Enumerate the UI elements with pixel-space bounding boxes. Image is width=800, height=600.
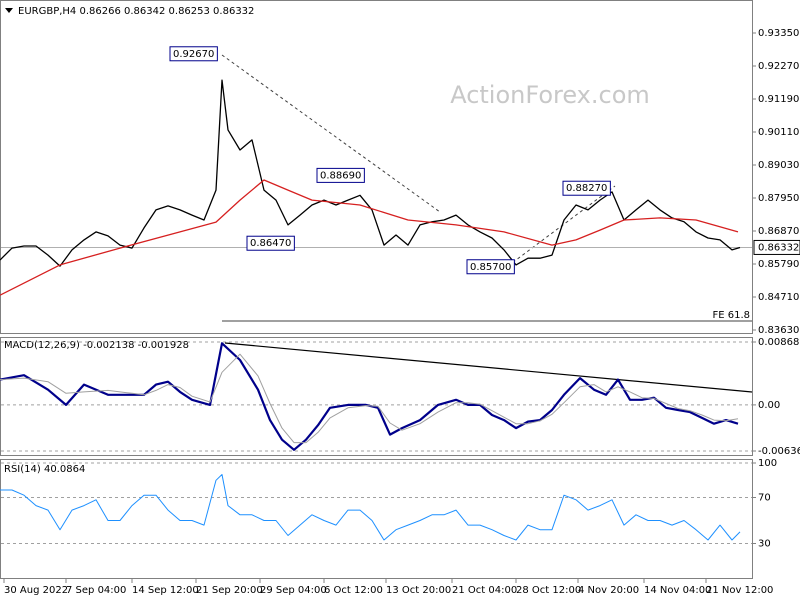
- y-tick-label: 0.84710: [758, 292, 799, 303]
- y-tick-label: -0.006366: [758, 446, 800, 457]
- y-tick-label: 0.90110: [758, 127, 799, 138]
- series-line: [0, 179, 739, 296]
- macd-trend-line: [224, 342, 753, 393]
- price-panel: [0, 0, 753, 334]
- y-tick-label: 70: [758, 493, 771, 504]
- annotation-label: 0.92670: [173, 49, 214, 60]
- watermark: ActionForex.com: [450, 81, 650, 109]
- y-tick-label: 0.91190: [758, 94, 799, 105]
- last-price-label: 0.86332: [758, 242, 799, 253]
- series-line: [0, 474, 741, 541]
- annotation-box: [169, 46, 218, 62]
- series-line: [0, 353, 739, 444]
- annotation-box: [466, 259, 515, 275]
- y-tick-label: 0.89030: [758, 160, 799, 171]
- annotation-box: [562, 180, 611, 196]
- x-tick-label: 21 Sep 20:00: [196, 585, 263, 596]
- annotation-label: 0.85700: [470, 262, 511, 273]
- x-tick-label: 28 Oct 12:00: [516, 585, 581, 596]
- x-tick-label: 4 Nov 20:00: [578, 585, 639, 596]
- y-tick-label: 0.00: [758, 400, 780, 411]
- rsi-panel: [0, 459, 753, 579]
- y-tick-label: 0.87950: [758, 193, 799, 204]
- x-tick-label: 21 Nov 12:00: [706, 585, 773, 596]
- y-tick-label: 100: [758, 458, 777, 469]
- annotation-label: 0.88690: [320, 170, 361, 181]
- panel-title: EURGBP,H4 0.86266 0.86342 0.86253 0.8633…: [18, 6, 254, 17]
- annotation-box: [246, 235, 295, 251]
- x-tick-label: 30 Aug 2022: [4, 585, 68, 596]
- x-tick-label: 29 Sep 04:00: [260, 585, 327, 596]
- trend-line: [221, 54, 441, 213]
- y-tick-label: 0.85790: [758, 259, 799, 270]
- x-tick-label: 13 Oct 20:00: [386, 585, 451, 596]
- y-tick-label: 0.008686: [758, 337, 800, 348]
- last-price-box: [753, 239, 800, 255]
- x-tick-label: 14 Nov 04:00: [644, 585, 711, 596]
- panel-title: RSI(14) 40.0864: [4, 464, 85, 475]
- x-tick-label: 14 Sep 12:00: [132, 585, 199, 596]
- menu-icon[interactable]: [5, 8, 13, 13]
- y-tick-label: 30: [758, 539, 771, 550]
- annotation-label: 0.86470: [250, 238, 291, 249]
- annotation-box: [316, 167, 365, 183]
- y-tick-label: 0.86870: [758, 226, 799, 237]
- y-tick-label: 0.83630: [758, 325, 799, 336]
- x-tick-label: 7 Sep 04:00: [66, 585, 126, 596]
- x-tick-label: 6 Oct 12:00: [324, 585, 383, 596]
- y-tick-label: 0.93350: [758, 28, 799, 39]
- fe-label: FE 61.8: [712, 310, 750, 321]
- annotation-label: 0.88270: [566, 183, 607, 194]
- panel-title: MACD(12,26,9) -0.002138 -0.001928: [4, 340, 189, 351]
- y-tick-label: 0.92270: [758, 61, 799, 72]
- series-line: [0, 342, 739, 451]
- macd-panel: [0, 337, 753, 456]
- x-tick-label: 21 Oct 04:00: [452, 585, 517, 596]
